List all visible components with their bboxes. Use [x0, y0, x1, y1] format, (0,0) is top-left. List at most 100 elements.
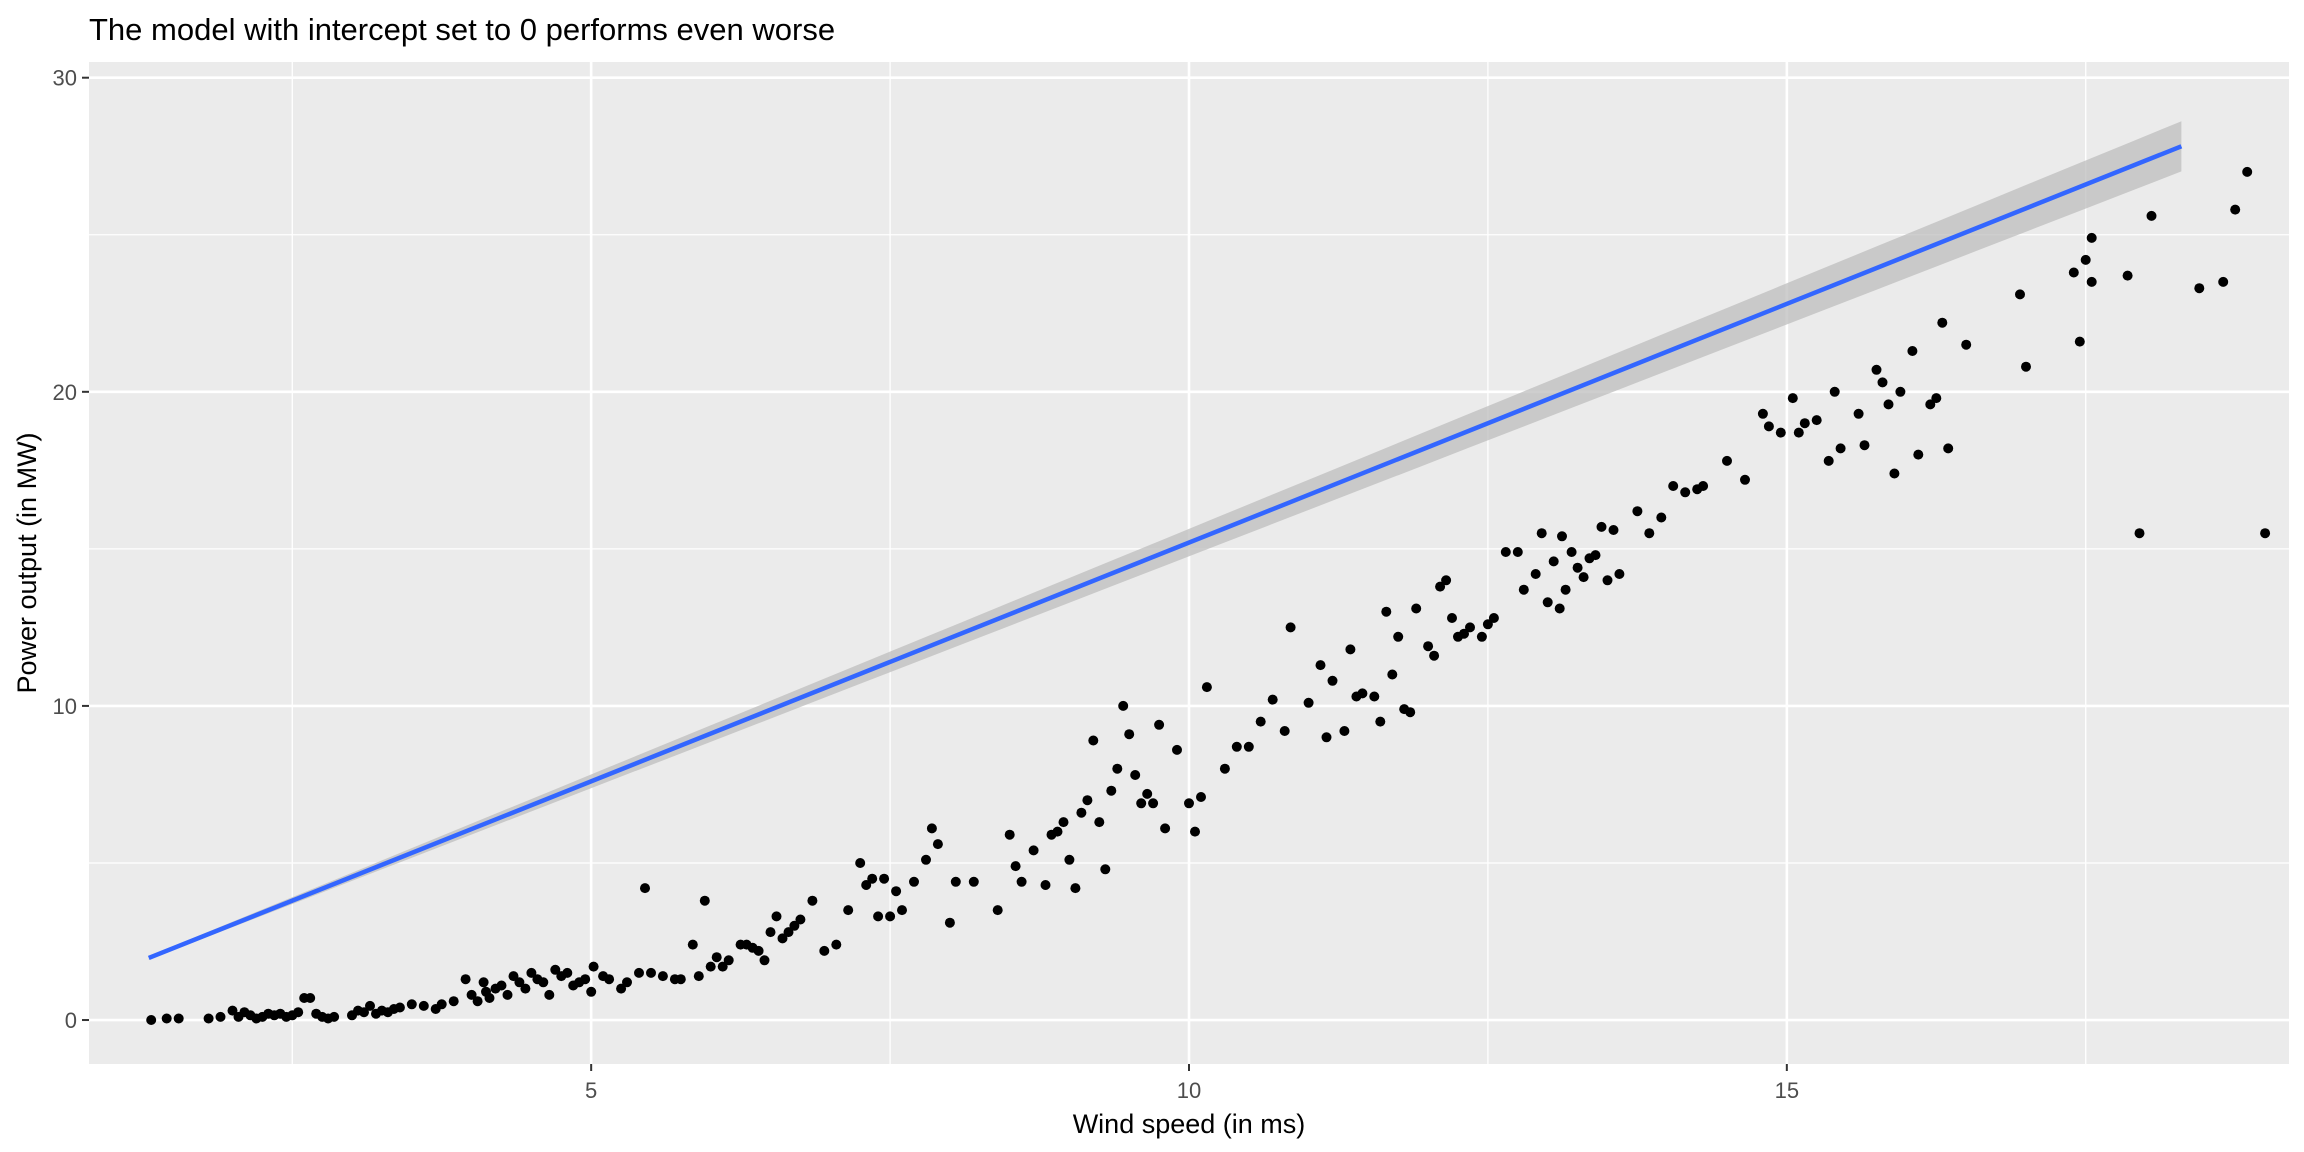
data-point	[406, 999, 417, 1010]
data-point	[1387, 669, 1398, 680]
data-point	[1829, 386, 1840, 397]
data-point	[146, 1015, 157, 1025]
data-point	[1542, 597, 1553, 608]
data-point	[1369, 691, 1380, 702]
x-axis-title: Wind speed (in ms)	[1073, 1109, 1306, 1139]
data-point	[1913, 449, 1924, 460]
data-point	[1058, 817, 1069, 828]
data-point	[1931, 393, 1942, 404]
data-point	[1775, 427, 1786, 438]
data-point	[1243, 741, 1254, 752]
data-point	[173, 1013, 184, 1024]
data-point	[1763, 421, 1774, 432]
data-point	[1345, 644, 1356, 655]
data-point	[1518, 584, 1529, 595]
data-point	[711, 952, 722, 963]
data-point	[1608, 525, 1619, 535]
data-point	[1136, 798, 1147, 809]
data-point	[1423, 641, 1434, 652]
data-point	[765, 927, 776, 938]
data-point	[1010, 861, 1021, 872]
data-point	[227, 1005, 238, 1016]
data-point	[1590, 550, 1601, 561]
data-point	[1907, 346, 1918, 356]
data-point	[1757, 408, 1768, 419]
data-point	[1602, 575, 1613, 586]
data-point	[538, 977, 549, 988]
data-point	[1961, 339, 1972, 350]
data-point	[550, 964, 561, 975]
data-point	[1943, 443, 1954, 454]
data-point	[2015, 289, 2025, 300]
data-point	[1578, 572, 1589, 583]
data-point	[926, 823, 937, 834]
data-point	[1040, 880, 1051, 890]
data-point	[1740, 474, 1750, 485]
data-point	[616, 983, 627, 994]
data-point	[1871, 364, 1882, 375]
data-point	[2194, 283, 2205, 294]
data-point	[1201, 682, 1212, 693]
data-point	[1100, 864, 1111, 875]
data-point	[855, 858, 866, 868]
data-point	[2260, 528, 2271, 539]
data-point	[1937, 317, 1948, 328]
data-point	[1512, 547, 1523, 557]
data-point	[1557, 531, 1567, 542]
confidence-ribbon	[148, 121, 2182, 960]
data-point	[950, 876, 961, 887]
data-point	[1172, 744, 1182, 755]
data-point	[496, 980, 507, 991]
data-point	[1429, 650, 1440, 661]
data-point	[526, 967, 537, 978]
data-point	[1548, 556, 1559, 567]
data-point	[944, 917, 955, 928]
data-point	[1375, 716, 1386, 727]
data-point	[520, 983, 531, 994]
data-point	[1381, 606, 1392, 617]
data-point	[879, 873, 890, 884]
data-point	[885, 911, 896, 922]
data-point	[909, 876, 919, 887]
y-tick-label: 0	[65, 1008, 77, 1033]
data-point	[717, 961, 728, 972]
data-point	[1566, 547, 1577, 557]
data-point	[580, 974, 591, 985]
data-point	[1787, 393, 1798, 404]
data-point	[1614, 569, 1625, 579]
fit-line-layer	[147, 144, 2183, 961]
data-point	[657, 971, 668, 982]
data-point	[1339, 726, 1350, 736]
data-point	[1853, 408, 1864, 419]
data-point	[1154, 719, 1165, 730]
data-point	[1285, 622, 1296, 633]
data-point	[2122, 270, 2133, 281]
data-point	[723, 955, 734, 966]
data-point	[1064, 854, 1075, 865]
data-point	[2242, 166, 2253, 177]
data-point	[203, 1013, 214, 1024]
data-point	[1094, 817, 1105, 828]
data-point	[1465, 622, 1475, 633]
data-point	[1883, 399, 1894, 410]
x-tick-label: 10	[1177, 1078, 1201, 1103]
data-point	[1811, 415, 1822, 426]
data-point	[460, 974, 471, 985]
data-point	[1835, 443, 1846, 454]
data-point	[1877, 377, 1888, 388]
data-point	[1698, 481, 1709, 491]
data-point	[1447, 613, 1457, 623]
data-point	[1184, 798, 1194, 809]
data-point	[1895, 386, 1906, 397]
data-point	[1823, 455, 1834, 466]
data-point	[897, 905, 907, 916]
data-point	[2086, 232, 2097, 243]
data-point	[2080, 254, 2091, 265]
data-point	[932, 839, 943, 850]
data-point	[1793, 427, 1804, 438]
data-point	[1560, 584, 1571, 595]
data-point	[1255, 716, 1266, 727]
data-point	[1459, 628, 1469, 639]
data-point	[705, 961, 716, 972]
data-point	[604, 974, 615, 985]
